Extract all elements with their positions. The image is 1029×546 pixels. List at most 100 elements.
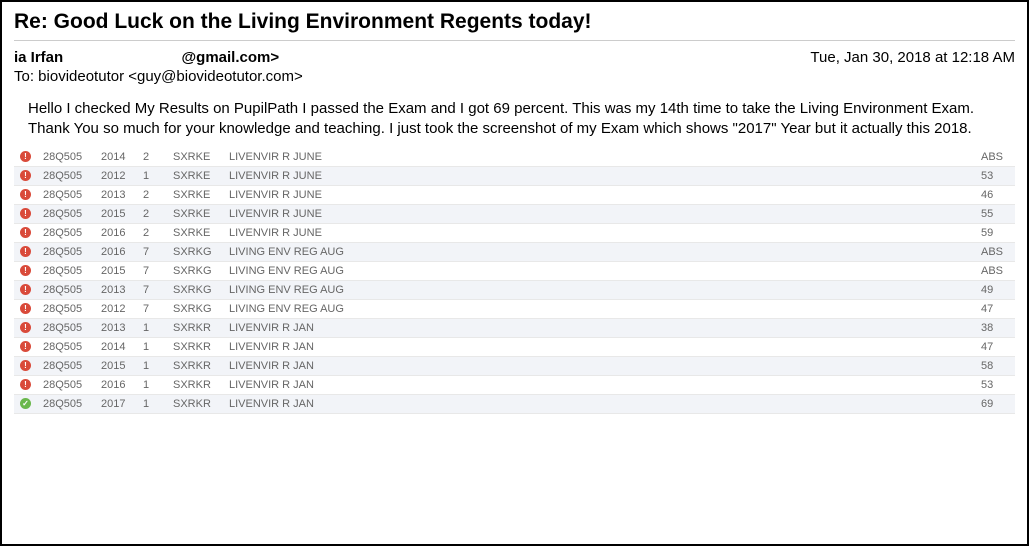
score-cell: 49	[975, 280, 1015, 299]
table-row: !28Q50520142SXRKELIVENVIR R JUNEABS	[14, 148, 1015, 167]
term-cell: 1	[137, 356, 167, 375]
alert-icon: !	[20, 208, 31, 219]
term-cell: 2	[137, 223, 167, 242]
code-cell: 28Q505	[37, 337, 95, 356]
desc-cell: LIVENVIR R JAN	[223, 337, 975, 356]
alert-icon: !	[20, 227, 31, 238]
table-row: !28Q50520131SXRKRLIVENVIR R JAN38	[14, 318, 1015, 337]
sx-cell: SXRKR	[167, 394, 223, 413]
body-paragraph-2: Thank You so much for your knowledge and…	[28, 119, 1015, 139]
desc-cell: LIVENVIR R JUNE	[223, 185, 975, 204]
term-cell: 7	[137, 242, 167, 261]
score-cell: 46	[975, 185, 1015, 204]
year-cell: 2016	[95, 375, 137, 394]
code-cell: 28Q505	[37, 166, 95, 185]
sx-cell: SXRKE	[167, 148, 223, 167]
term-cell: 1	[137, 318, 167, 337]
table-row: ✓28Q50520171SXRKRLIVENVIR R JAN69	[14, 394, 1015, 413]
alert-icon: !	[20, 246, 31, 257]
term-cell: 7	[137, 261, 167, 280]
score-cell: 47	[975, 337, 1015, 356]
sx-cell: SXRKR	[167, 356, 223, 375]
alert-icon: !	[20, 379, 31, 390]
sx-cell: SXRKG	[167, 280, 223, 299]
sx-cell: SXRKE	[167, 223, 223, 242]
table-row: !28Q50520167SXRKGLIVING ENV REG AUGABS	[14, 242, 1015, 261]
term-cell: 2	[137, 148, 167, 167]
year-cell: 2014	[95, 148, 137, 167]
score-cell: 38	[975, 318, 1015, 337]
alert-icon: !	[20, 341, 31, 352]
status-cell: !	[14, 356, 37, 375]
year-cell: 2015	[95, 356, 137, 375]
score-cell: 55	[975, 204, 1015, 223]
code-cell: 28Q505	[37, 223, 95, 242]
score-cell: 59	[975, 223, 1015, 242]
alert-icon: !	[20, 303, 31, 314]
from-addr-suffix: @gmail.com>	[182, 49, 280, 66]
email-header: ia Irfan @gmail.com> Tue, Jan 30, 2018 a…	[14, 49, 1015, 66]
email-from: ia Irfan @gmail.com>	[14, 49, 279, 66]
alert-icon: !	[20, 360, 31, 371]
term-cell: 7	[137, 299, 167, 318]
desc-cell: LIVING ENV REG AUG	[223, 280, 975, 299]
status-cell: !	[14, 166, 37, 185]
score-cell: 53	[975, 166, 1015, 185]
term-cell: 1	[137, 337, 167, 356]
alert-icon: !	[20, 170, 31, 181]
status-cell: !	[14, 185, 37, 204]
code-cell: 28Q505	[37, 185, 95, 204]
code-cell: 28Q505	[37, 261, 95, 280]
code-cell: 28Q505	[37, 280, 95, 299]
code-cell: 28Q505	[37, 375, 95, 394]
year-cell: 2015	[95, 261, 137, 280]
status-cell: !	[14, 337, 37, 356]
desc-cell: LIVENVIR R JAN	[223, 394, 975, 413]
year-cell: 2012	[95, 299, 137, 318]
alert-icon: !	[20, 189, 31, 200]
sx-cell: SXRKE	[167, 204, 223, 223]
year-cell: 2016	[95, 223, 137, 242]
score-cell: 53	[975, 375, 1015, 394]
desc-cell: LIVENVIR R JAN	[223, 375, 975, 394]
sx-cell: SXRKR	[167, 337, 223, 356]
sx-cell: SXRKG	[167, 261, 223, 280]
table-row: !28Q50520151SXRKRLIVENVIR R JAN58	[14, 356, 1015, 375]
email-subject: Re: Good Luck on the Living Environment …	[14, 10, 1015, 34]
desc-cell: LIVENVIR R JUNE	[223, 223, 975, 242]
sx-cell: SXRKR	[167, 318, 223, 337]
status-cell: !	[14, 261, 37, 280]
email-body: Hello I checked My Results on PupilPath …	[28, 99, 1015, 140]
score-cell: 58	[975, 356, 1015, 375]
status-cell: !	[14, 280, 37, 299]
code-cell: 28Q505	[37, 356, 95, 375]
alert-icon: !	[20, 265, 31, 276]
table-row: ! 28Q50520162SXRKELIVENVIR R JUNE59	[14, 223, 1015, 242]
year-cell: 2016	[95, 242, 137, 261]
desc-cell: LIVENVIR R JUNE	[223, 166, 975, 185]
alert-icon: !	[20, 151, 31, 162]
status-cell: !	[14, 223, 37, 242]
body-paragraph-1: Hello I checked My Results on PupilPath …	[28, 99, 1015, 119]
year-cell: 2017	[95, 394, 137, 413]
desc-cell: LIVENVIR R JAN	[223, 318, 975, 337]
term-cell: 1	[137, 375, 167, 394]
status-cell: !	[14, 375, 37, 394]
code-cell: 28Q505	[37, 394, 95, 413]
desc-cell: LIVING ENV REG AUG	[223, 261, 975, 280]
desc-cell: LIVENVIR R JUNE	[223, 204, 975, 223]
score-cell: ABS	[975, 148, 1015, 167]
sx-cell: SXRKE	[167, 166, 223, 185]
term-cell: 1	[137, 394, 167, 413]
table-row: !28Q50520121SXRKELIVENVIR R JUNE53	[14, 166, 1015, 185]
score-cell: 69	[975, 394, 1015, 413]
alert-icon: !	[20, 322, 31, 333]
term-cell: 2	[137, 204, 167, 223]
table-row: !28Q50520141SXRKRLIVENVIR R JAN47	[14, 337, 1015, 356]
divider	[14, 40, 1015, 41]
table-row: !28Q50520137SXRKGLIVING ENV REG AUG49	[14, 280, 1015, 299]
email-date: Tue, Jan 30, 2018 at 12:18 AM	[810, 49, 1015, 66]
code-cell: 28Q505	[37, 242, 95, 261]
code-cell: 28Q505	[37, 318, 95, 337]
from-name: ia Irfan	[14, 49, 63, 66]
